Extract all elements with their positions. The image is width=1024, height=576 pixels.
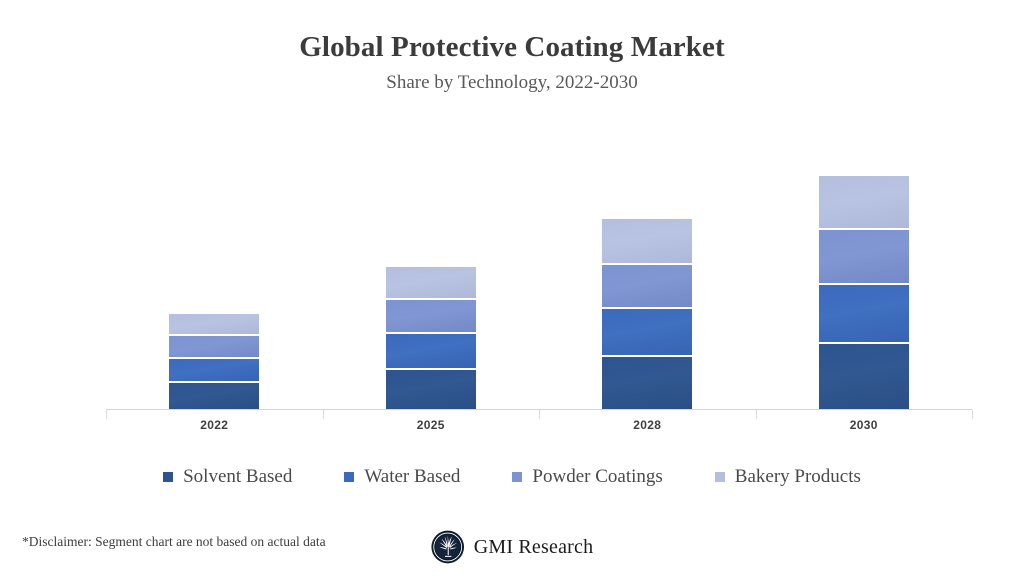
title-block: Global Protective Coating Market Share b… xyxy=(0,31,1024,94)
bar-segment[interactable] xyxy=(602,264,693,310)
x-axis-label-2030: 2030 xyxy=(849,418,878,432)
bar-group[interactable] xyxy=(756,130,973,409)
bar-segment[interactable] xyxy=(602,218,693,265)
legend-item[interactable]: Bakery Products xyxy=(714,466,861,488)
legend-swatch-icon xyxy=(163,472,174,482)
legend-item[interactable]: Water Based xyxy=(344,466,460,488)
chart-subtitle: Share by Technology, 2022-2030 xyxy=(386,71,638,93)
bar-segment[interactable] xyxy=(818,229,909,286)
bar-segment[interactable] xyxy=(169,314,260,337)
chart-title: Global Protective Coating Market xyxy=(299,31,725,63)
x-axis-labels: 2022 2025 2028 2030 xyxy=(106,418,972,440)
bar-segment[interactable] xyxy=(169,383,260,409)
disclaimer-text: *Disclaimer: Segment chart are not based… xyxy=(22,534,326,549)
bar-segment[interactable] xyxy=(385,370,476,409)
bar-segment[interactable] xyxy=(602,357,693,409)
legend-label: Powder Coatings xyxy=(532,466,663,487)
bar-segment[interactable] xyxy=(169,359,260,384)
bar-segment[interactable] xyxy=(602,309,693,358)
chart-legend: Solvent Based Water Based Powder Coatings B… xyxy=(0,466,1024,488)
legend-item[interactable]: Powder Coatings xyxy=(512,466,663,488)
bar-segment[interactable] xyxy=(818,344,909,409)
brand-name: GMI Research xyxy=(473,535,594,558)
brand-logo: GMI Research xyxy=(431,530,594,564)
bar-segment[interactable] xyxy=(818,285,909,345)
bar-segment[interactable] xyxy=(385,300,476,335)
legend-swatch-icon xyxy=(714,472,725,482)
bar-group[interactable] xyxy=(539,130,756,409)
x-axis-tick xyxy=(322,410,324,419)
x-axis-tick xyxy=(539,410,540,419)
x-axis-tick xyxy=(755,410,757,419)
legend-label: Solvent Based xyxy=(183,466,293,487)
plot-area xyxy=(106,130,972,409)
legend-label: Bakery Products xyxy=(734,466,861,487)
x-axis-line xyxy=(106,409,972,410)
gmi-palm-emblem-icon xyxy=(431,530,465,564)
stacked-bar[interactable] xyxy=(169,314,260,409)
bar-segment[interactable] xyxy=(818,175,909,230)
legend-swatch-icon xyxy=(344,472,355,482)
footer: *Disclaimer: Segment chart are not based… xyxy=(0,530,1024,570)
x-axis-label-2025: 2025 xyxy=(416,418,445,432)
legend-item[interactable]: Solvent Based xyxy=(163,466,292,488)
stacked-bar[interactable] xyxy=(602,218,693,409)
x-axis-label-2028: 2028 xyxy=(633,418,662,432)
bar-segment[interactable] xyxy=(385,266,476,301)
x-axis-tick xyxy=(106,410,107,419)
x-axis-label-2022: 2022 xyxy=(200,418,229,432)
legend-swatch-icon xyxy=(512,472,523,482)
bar-group[interactable] xyxy=(106,130,323,409)
bar-group[interactable] xyxy=(323,130,540,409)
legend-label: Water Based xyxy=(364,466,461,487)
stacked-bar[interactable] xyxy=(385,266,476,409)
stacked-bar[interactable] xyxy=(818,175,909,409)
bar-segment[interactable] xyxy=(385,334,476,371)
bar-segment[interactable] xyxy=(169,336,260,360)
x-axis-tick xyxy=(972,410,973,419)
